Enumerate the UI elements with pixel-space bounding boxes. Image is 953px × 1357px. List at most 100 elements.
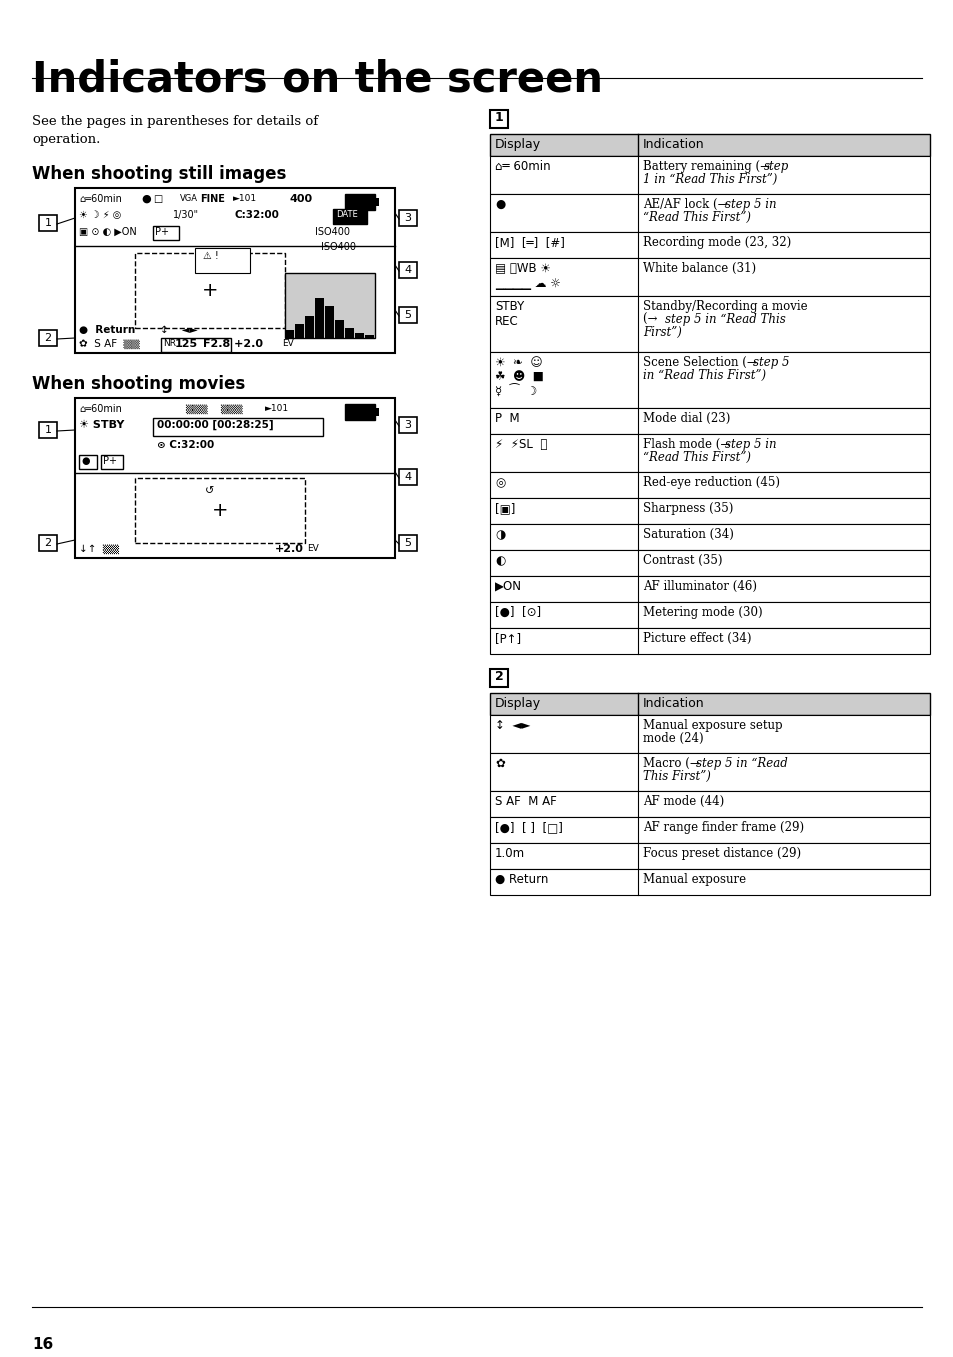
Text: 1: 1 xyxy=(45,218,51,228)
Bar xyxy=(490,156,929,194)
Text: AE/AF lock (→: AE/AF lock (→ xyxy=(642,198,734,210)
Bar xyxy=(345,194,375,210)
Text: ↕    ◄►: ↕ ◄► xyxy=(160,324,197,335)
Text: Macro (→: Macro (→ xyxy=(642,757,706,769)
Text: ISO400: ISO400 xyxy=(320,242,355,252)
Text: Sharpness (35): Sharpness (35) xyxy=(642,502,733,516)
Bar xyxy=(365,335,375,338)
Bar xyxy=(490,868,929,896)
Text: ●: ● xyxy=(141,194,151,204)
Text: +2.0: +2.0 xyxy=(274,544,304,554)
Text: ⌂═ 60min: ⌂═ 60min xyxy=(495,160,550,172)
Bar xyxy=(490,791,929,817)
Text: ◑: ◑ xyxy=(495,528,505,541)
Text: ▶ON: ▶ON xyxy=(495,579,521,593)
Text: AF range finder frame (29): AF range finder frame (29) xyxy=(642,821,803,835)
Text: mode (24): mode (24) xyxy=(642,731,703,745)
Bar xyxy=(490,434,929,472)
Text: ☀  ❧  ☺
☘  ☻  ■
☿  ⁀  ☽: ☀ ❧ ☺ ☘ ☻ ■ ☿ ⁀ ☽ xyxy=(495,356,543,399)
Bar xyxy=(398,262,416,278)
Text: 1/30": 1/30" xyxy=(172,210,199,220)
Text: Flash mode (→: Flash mode (→ xyxy=(642,438,737,451)
Text: ●  Return: ● Return xyxy=(79,324,135,335)
Bar xyxy=(375,198,378,206)
Text: step 5 in “Read: step 5 in “Read xyxy=(696,757,787,769)
Text: 4: 4 xyxy=(404,472,411,482)
Text: [M]  [═]  [#]: [M] [═] [#] xyxy=(495,236,564,248)
Bar xyxy=(333,209,367,224)
Bar xyxy=(152,227,179,240)
Text: [●]  [⊙]: [●] [⊙] xyxy=(495,607,540,619)
Text: Scene Selection (→: Scene Selection (→ xyxy=(642,356,763,369)
Bar xyxy=(490,693,929,715)
Text: 2: 2 xyxy=(45,332,51,343)
Bar xyxy=(490,498,929,524)
Bar xyxy=(490,669,507,687)
Text: step 5 in: step 5 in xyxy=(724,438,777,451)
Bar xyxy=(490,524,929,550)
Text: ↕  ◄►: ↕ ◄► xyxy=(495,719,530,731)
Text: operation.: operation. xyxy=(32,133,100,147)
Text: ►101: ►101 xyxy=(233,194,257,204)
Text: Mode dial (23): Mode dial (23) xyxy=(642,413,730,425)
Bar xyxy=(490,575,929,603)
Text: Battery remaining (→: Battery remaining (→ xyxy=(642,160,777,172)
Bar xyxy=(135,252,285,328)
Bar xyxy=(194,248,250,273)
Bar xyxy=(490,715,929,753)
Text: +: + xyxy=(201,281,218,300)
Text: Indication: Indication xyxy=(642,138,704,151)
Bar xyxy=(490,408,929,434)
Bar xyxy=(490,258,929,296)
Text: When shooting movies: When shooting movies xyxy=(32,375,245,394)
Text: Saturation (34): Saturation (34) xyxy=(642,528,733,541)
Text: P+: P+ xyxy=(103,456,117,465)
Text: 1.0m: 1.0m xyxy=(495,847,524,860)
Bar xyxy=(490,232,929,258)
Text: 3: 3 xyxy=(404,421,411,430)
Text: P  M: P M xyxy=(495,413,519,425)
Bar xyxy=(39,422,57,438)
Text: ⚡  ⚡SL  ⓪: ⚡ ⚡SL ⓪ xyxy=(495,438,547,451)
Bar xyxy=(490,628,929,654)
Text: EV: EV xyxy=(307,544,318,554)
Text: 4: 4 xyxy=(404,265,411,275)
Text: ●: ● xyxy=(81,456,90,465)
Text: ISO400: ISO400 xyxy=(314,227,350,237)
Text: ◐: ◐ xyxy=(495,554,505,567)
Text: ▤⁠ ⓉWB ☀
▁▁▁▁ ☁ ☼: ▤⁠ ⓉWB ☀ ▁▁▁▁ ☁ ☼ xyxy=(495,262,560,290)
Bar xyxy=(345,404,375,421)
Text: Manual exposure setup: Manual exposure setup xyxy=(642,719,781,731)
Text: Focus preset distance (29): Focus preset distance (29) xyxy=(642,847,801,860)
Text: Indication: Indication xyxy=(642,697,704,710)
Bar xyxy=(490,110,507,128)
Text: ● Return: ● Return xyxy=(495,873,548,886)
Text: White balance (31): White balance (31) xyxy=(642,262,756,275)
Text: Picture effect (34): Picture effect (34) xyxy=(642,632,751,645)
Bar xyxy=(398,470,416,484)
Text: ⚠ !: ⚠ ! xyxy=(203,251,218,261)
Bar xyxy=(39,535,57,551)
Text: [●]  [ ]  [□]: [●] [ ] [□] xyxy=(495,821,562,835)
Text: Recording mode (23, 32): Recording mode (23, 32) xyxy=(642,236,790,248)
Text: AF mode (44): AF mode (44) xyxy=(642,795,723,807)
Text: “Read This First”): “Read This First”) xyxy=(642,451,750,464)
Text: ◎: ◎ xyxy=(495,476,505,489)
Text: ▒▒▒: ▒▒▒ xyxy=(185,404,208,414)
Text: ▣ ⊙ ◐ ▶ON: ▣ ⊙ ◐ ▶ON xyxy=(79,227,136,237)
Bar xyxy=(490,351,929,408)
Bar xyxy=(490,753,929,791)
Bar xyxy=(345,328,355,338)
Text: FINE: FINE xyxy=(200,194,225,204)
Bar xyxy=(285,330,294,338)
Text: See the pages in parentheses for details of: See the pages in parentheses for details… xyxy=(32,115,317,128)
Bar xyxy=(75,189,395,353)
Text: +: + xyxy=(212,501,228,520)
Text: Contrast (35): Contrast (35) xyxy=(642,554,721,567)
Text: ☀ ☽ ⚡ ◎: ☀ ☽ ⚡ ◎ xyxy=(79,210,121,220)
Text: DATE: DATE xyxy=(335,210,357,218)
Text: ⌂═60min: ⌂═60min xyxy=(79,194,122,204)
Text: step 5 in “Read This: step 5 in “Read This xyxy=(664,313,785,326)
Bar xyxy=(490,550,929,575)
Text: 2: 2 xyxy=(45,537,51,548)
